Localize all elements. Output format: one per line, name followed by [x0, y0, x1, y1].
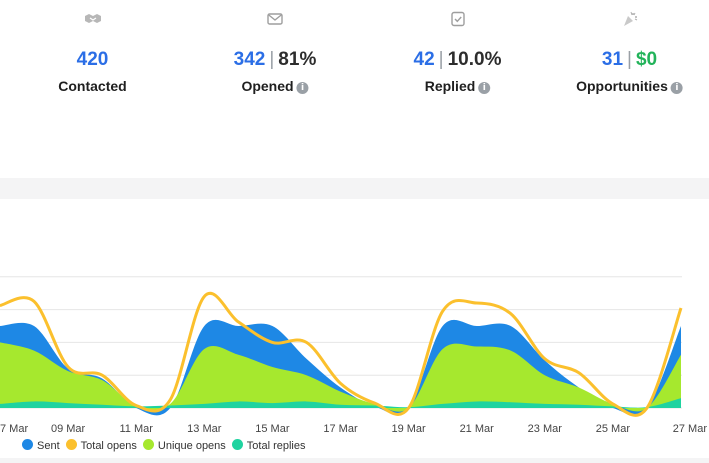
- chart-legend: Sent Total opens Unique opens Total replies: [22, 439, 312, 452]
- legend-item-total-replies[interactable]: Total replies: [231, 439, 306, 452]
- x-tick-label: 15 Mar: [255, 423, 290, 435]
- series-total-replies-area: [0, 398, 681, 408]
- activity-chart: [0, 276, 683, 417]
- x-tick-label: 27 Mar: [672, 423, 707, 435]
- x-tick-label: 19 Mar: [391, 423, 426, 435]
- opened-label: Opened i: [241, 78, 309, 94]
- x-tick-label: 09 Mar: [50, 423, 86, 435]
- check-square-icon: [450, 11, 465, 27]
- series-total-opens-line: [0, 292, 683, 417]
- legend-label: Sent: [37, 440, 60, 452]
- party-popper-icon: [623, 11, 637, 26]
- legend-label: Total opens: [80, 440, 137, 452]
- info-icon[interactable]: i: [478, 82, 491, 94]
- stats-panel: 420 Contacted 342 | 81% Opened i 42 | 10.0% R…: [0, 0, 709, 178]
- opportunities-value: 31 | $0: [601, 49, 658, 70]
- opened-value: 342 | 81%: [233, 49, 317, 70]
- x-tick-label: 25 Mar: [595, 423, 631, 435]
- legend-item-unique-opens[interactable]: Unique opens: [142, 439, 226, 452]
- legend-dot: [65, 439, 77, 450]
- legend-dot: [231, 439, 243, 450]
- x-tick-label: 21 Mar: [459, 423, 494, 435]
- x-tick-label: 13 Mar: [187, 423, 222, 435]
- envelope-icon: [267, 13, 283, 25]
- replied-value: 42 | 10.0%: [413, 49, 502, 70]
- chart-areas: [0, 319, 681, 416]
- series-unique-opens-area: [0, 342, 681, 412]
- handshake-icon: [84, 14, 101, 23]
- legend-item-total-opens[interactable]: Total opens: [65, 439, 137, 452]
- legend-dot: [142, 439, 154, 450]
- contacted-label: Contacted: [58, 78, 127, 94]
- chart-lines: [0, 292, 683, 417]
- info-icon[interactable]: i: [296, 82, 309, 94]
- x-tick-label: 11 Mar: [119, 423, 153, 435]
- x-tick-label: 23 Mar: [527, 423, 562, 435]
- replied-label: Replied i: [425, 78, 491, 94]
- x-tick-label: 17 Mar: [323, 423, 358, 435]
- opportunities-label: Opportunities i: [576, 78, 683, 94]
- legend-label: Unique opens: [157, 440, 226, 452]
- legend-label: Total replies: [246, 440, 306, 452]
- x-tick-label: 7 Mar: [0, 423, 29, 435]
- legend-dot: [22, 439, 33, 450]
- contacted-value: 420: [76, 49, 109, 70]
- info-icon[interactable]: i: [670, 82, 683, 94]
- chart-panel: 7 Mar 09 Mar 11 Mar 13 Mar 15 Mar 17 Mar 19 Ma…: [0, 199, 709, 458]
- legend-item-sent[interactable]: Sent: [22, 439, 60, 452]
